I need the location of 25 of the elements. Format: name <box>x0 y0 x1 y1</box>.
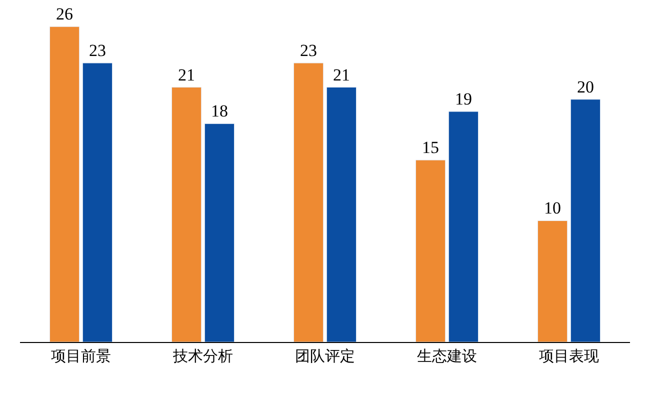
bar <box>570 99 601 342</box>
bar <box>448 111 479 342</box>
data-label: 21 <box>332 65 350 84</box>
data-label: 20 <box>576 77 594 96</box>
data-label: 18 <box>210 102 228 121</box>
bar <box>204 123 235 342</box>
data-label: 23 <box>300 40 318 60</box>
data-label: 15 <box>422 138 440 158</box>
data-label: 21 <box>178 65 196 84</box>
bar <box>326 87 357 342</box>
x-tick-label: 项目前景 <box>51 347 111 365</box>
x-tick-label: 生态建设 <box>417 347 477 365</box>
bar <box>82 62 113 342</box>
x-tick-label: 项目表现 <box>539 347 599 365</box>
bar <box>415 160 446 342</box>
data-label: 10 <box>544 198 562 218</box>
bar <box>293 62 324 342</box>
bar <box>537 220 568 342</box>
data-label: 26 <box>56 4 74 24</box>
bar <box>171 87 202 342</box>
bar <box>49 26 80 342</box>
x-tick-label: 技术分析 <box>172 347 233 365</box>
data-label: 23 <box>88 40 106 60</box>
x-tick-label: 团队评定 <box>295 347 355 365</box>
data-label: 19 <box>454 90 472 109</box>
